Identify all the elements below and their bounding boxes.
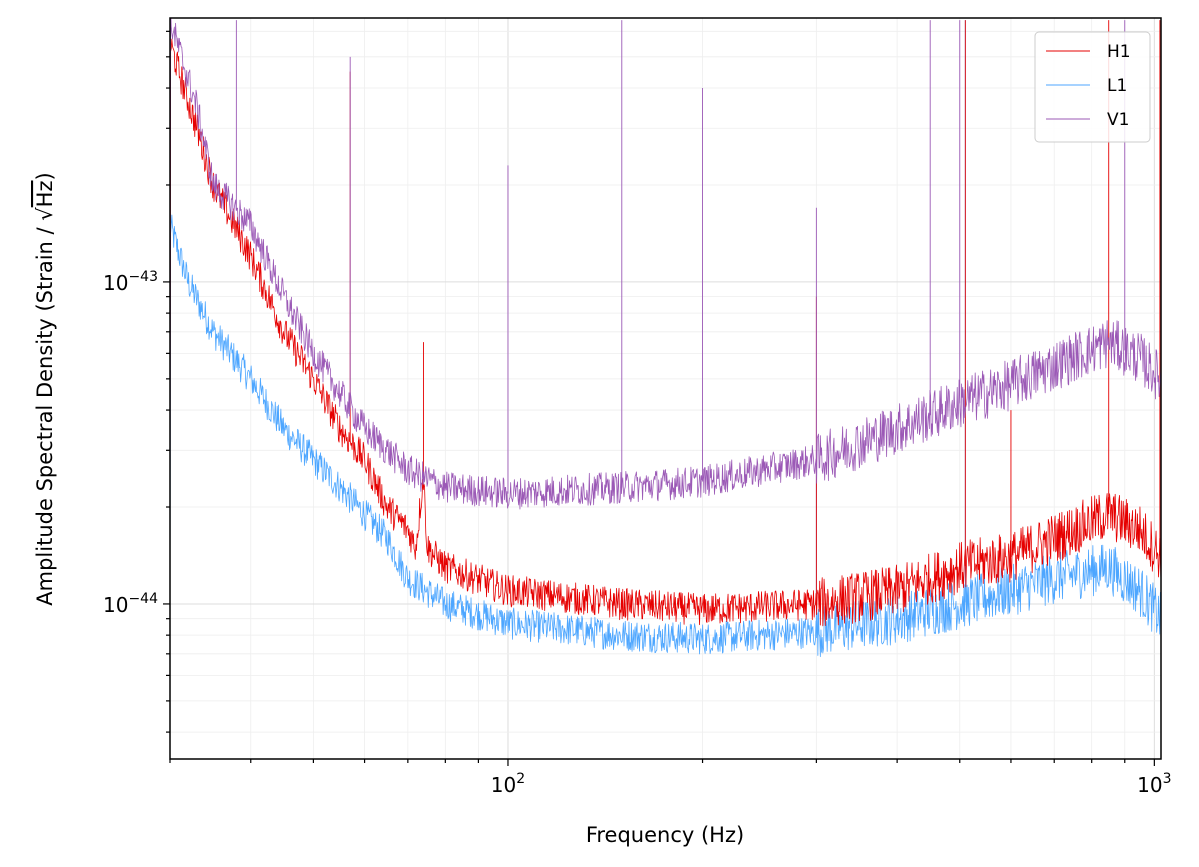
series-h1 (170, 20, 1161, 627)
legend: H1 L1 V1 (1034, 31, 1151, 143)
legend-label-l1: L1 (1107, 76, 1127, 96)
x-tick-label: 102 (491, 771, 525, 797)
series-v1 (170, 18, 1161, 510)
grid (169, 18, 1161, 759)
series-l1 (170, 20, 1161, 658)
sqrt-icon: √ (33, 207, 57, 221)
y-axis-label-suffix: ) (33, 172, 57, 180)
legend-label-h1: H1 (1107, 42, 1131, 62)
y-axis-label-radicand: Hz (33, 180, 57, 207)
y-axis-label-prefix: Amplitude Spectral Density (Strain / (33, 221, 57, 606)
x-tick-label: 103 (1137, 771, 1171, 797)
plot-frame (169, 17, 1162, 760)
series-group (170, 18, 1161, 658)
series-line-h1 (170, 38, 1161, 627)
legend-box (1034, 31, 1151, 143)
y-tick-label: 10−43 (103, 269, 158, 295)
legend-label-v1: V1 (1107, 110, 1129, 130)
y-axis-label: Amplitude Spectral Density (Strain / √Hz… (33, 172, 57, 605)
series-line-l1 (170, 214, 1161, 658)
series-line-v1 (170, 18, 1161, 510)
x-axis-label: Frequency (Hz) (586, 823, 744, 847)
svg-text:Amplitude Spectral Density (St: Amplitude Spectral Density (Strain / √Hz… (33, 172, 57, 605)
ticks: 102 103 10−44 10−43 (103, 30, 1172, 797)
y-tick-label: 10−44 (103, 591, 158, 617)
